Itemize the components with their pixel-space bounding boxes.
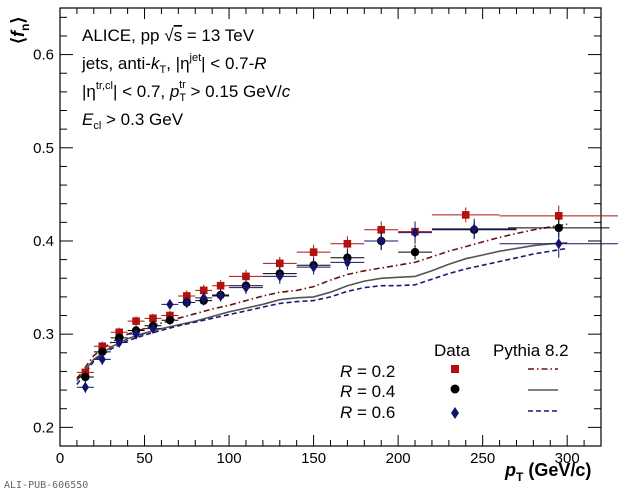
y-tick-label: 0.3 xyxy=(33,326,54,343)
x-axis-label: pT (GeV/c) xyxy=(504,460,591,484)
model-curve xyxy=(76,223,568,380)
legend: Data Pythia 8.2 R = 0.2 R = 0.4 R = 0.6 xyxy=(340,341,569,422)
data-point-square xyxy=(149,314,157,323)
data-point-circle xyxy=(165,315,175,325)
data-point-square xyxy=(242,272,250,281)
legend-marker-diamond xyxy=(451,407,459,419)
data-point-circle xyxy=(410,247,420,257)
model-curve xyxy=(76,242,568,382)
legend-header-data: Data xyxy=(434,341,470,360)
annotation-block: ALICE, pp √s = 13 TeV jets, anti-kT, |ηj… xyxy=(81,26,291,132)
x-tick-label: 300 xyxy=(555,450,580,467)
data-point-circle xyxy=(554,223,563,233)
annotation-line-3: |ηtr,cl| < 0.7, pTtr > 0.15 GeV/c xyxy=(82,79,291,104)
data-point-diamond xyxy=(309,261,318,273)
data-point-square xyxy=(461,211,470,219)
y-tick-label: 0.4 xyxy=(33,233,54,250)
data-point-square xyxy=(199,286,208,295)
data-point-diamond xyxy=(242,282,250,294)
data-point-square xyxy=(343,239,352,248)
y-tick-label: 0.6 xyxy=(33,47,54,64)
axes: 0 50 100 150 200 250 300 0.2 0.3 0.4 0.5 0.6 xyxy=(33,8,602,467)
data-point-square xyxy=(275,259,284,268)
data-point-diamond xyxy=(200,292,208,304)
legend-header-pythia: Pythia 8.2 xyxy=(493,341,569,360)
data-point-square xyxy=(115,328,123,337)
x-tick-label: 100 xyxy=(217,450,242,467)
model-curve xyxy=(76,247,568,385)
data-point-diamond xyxy=(183,296,191,308)
figure-id: ALI-PUB-606550 xyxy=(4,480,88,491)
data-point-diamond xyxy=(149,323,157,335)
data-point-diamond xyxy=(166,298,174,310)
data-point-diamond xyxy=(411,227,419,239)
data-point-diamond xyxy=(377,235,385,247)
y-tick-label: 0.5 xyxy=(33,140,54,157)
data-point-diamond xyxy=(470,223,478,235)
annotation-line-2: jets, anti-kT, |ηjet| < 0.7-R xyxy=(81,52,267,76)
data-point-diamond xyxy=(98,353,106,365)
data-point-diamond xyxy=(115,337,123,349)
data-point-diamond xyxy=(276,270,284,282)
data-point-square xyxy=(132,317,140,325)
plot-frame xyxy=(59,7,602,447)
legend-marker-circle xyxy=(450,384,460,394)
legend-label-r04: R = 0.4 xyxy=(340,382,395,401)
data-point-square xyxy=(377,225,386,234)
legend-label-r02: R = 0.2 xyxy=(340,362,395,381)
annotation-line-1: ALICE, pp √s = 13 TeV xyxy=(82,26,255,45)
data-point-diamond xyxy=(555,238,563,250)
data-point-square xyxy=(182,292,191,300)
data-points xyxy=(76,205,618,393)
y-axis-label: ⟨fn⟩ xyxy=(8,17,32,44)
x-tick-label: 150 xyxy=(301,450,326,467)
data-point-circle xyxy=(81,372,90,382)
data-point-square xyxy=(554,212,563,220)
legend-marker-square xyxy=(451,365,459,373)
data-point-diamond xyxy=(81,381,89,393)
x-tick-label: 0 xyxy=(56,450,64,467)
x-tick-label: 50 xyxy=(136,450,153,467)
data-point-diamond xyxy=(343,256,352,268)
data-point-diamond xyxy=(132,328,140,340)
data-point-circle xyxy=(98,347,107,357)
data-point-square xyxy=(309,248,318,256)
data-point-diamond xyxy=(217,290,225,302)
annotation-line-4: Ecl > 0.3 GeV xyxy=(82,110,184,132)
model-curves xyxy=(76,223,568,385)
x-tick-label: 200 xyxy=(386,450,411,467)
y-tick-label: 0.2 xyxy=(33,419,54,436)
data-point-square xyxy=(216,281,225,290)
legend-label-r06: R = 0.6 xyxy=(340,403,395,422)
x-tick-label: 250 xyxy=(470,450,495,467)
data-point-square xyxy=(98,342,107,351)
